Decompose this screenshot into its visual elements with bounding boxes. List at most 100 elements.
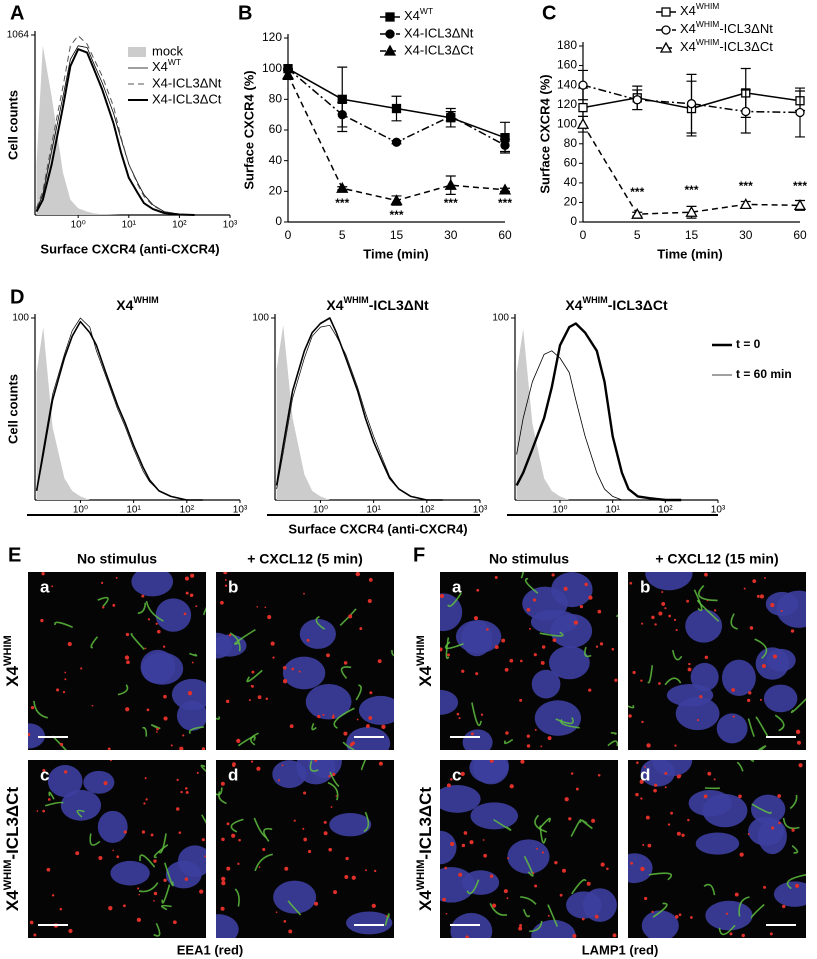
red-stain xyxy=(223,572,228,575)
red-stain xyxy=(489,760,494,763)
membrane-stain xyxy=(555,717,574,725)
nucleus xyxy=(282,656,326,690)
red-stain xyxy=(748,691,752,695)
red-stain xyxy=(586,881,591,886)
series-line xyxy=(36,45,195,216)
red-stain xyxy=(170,744,173,747)
membrane-stain xyxy=(130,633,145,651)
panel-label: A xyxy=(10,2,24,24)
red-stain xyxy=(778,821,781,825)
red-stain xyxy=(356,718,359,721)
nucleus xyxy=(566,891,602,919)
red-stain xyxy=(156,629,161,634)
y-tick-label: 40 xyxy=(269,153,283,167)
legend-label: X4WT xyxy=(404,6,433,23)
red-stain xyxy=(503,889,508,894)
red-stain xyxy=(314,760,318,762)
red-stain xyxy=(317,714,321,719)
nucleus xyxy=(690,662,719,692)
red-stain xyxy=(520,760,525,764)
x-tick-label: 10⁰ xyxy=(552,505,567,516)
membrane-stain xyxy=(503,738,514,745)
red-stain xyxy=(518,926,523,931)
y-tick-label: 60 xyxy=(269,122,283,136)
series-line xyxy=(36,35,195,216)
red-stain xyxy=(483,853,487,858)
red-stain xyxy=(126,660,130,665)
membrane-stain xyxy=(671,649,683,661)
red-stain xyxy=(46,867,51,872)
red-stain xyxy=(187,691,193,696)
x-axis-label: Time (min) xyxy=(657,246,723,261)
membrane-stain xyxy=(758,745,767,750)
red-stain xyxy=(681,833,685,837)
red-stain xyxy=(163,645,166,648)
red-stain xyxy=(591,818,596,823)
membrane-stain xyxy=(263,827,273,842)
red-stain xyxy=(763,576,766,579)
membrane-stain xyxy=(202,606,206,616)
red-stain xyxy=(534,728,537,731)
membrane-stain xyxy=(44,801,64,807)
membrane-stain xyxy=(253,817,267,839)
red-stain xyxy=(475,672,479,676)
membrane-stain xyxy=(161,884,171,904)
red-stain xyxy=(651,910,654,913)
red-stain xyxy=(179,746,184,750)
micrograph: d xyxy=(216,760,394,938)
red-stain xyxy=(575,787,579,791)
y-axis-label: Surface CXCR4 (%) xyxy=(241,70,256,189)
membrane-stain xyxy=(254,853,273,872)
y-tick-label: 40 xyxy=(564,175,578,189)
panel-label: F xyxy=(413,544,425,566)
red-stain xyxy=(572,933,577,938)
marker xyxy=(444,178,457,190)
red-stain xyxy=(36,810,39,812)
red-stain xyxy=(661,601,666,606)
marker xyxy=(498,183,512,195)
red-stain xyxy=(597,774,601,777)
x-tick-label: 10¹ xyxy=(122,220,137,231)
red-stain xyxy=(371,903,376,908)
nucleus xyxy=(305,683,352,720)
membrane-stain xyxy=(329,771,340,787)
red-stain xyxy=(752,579,757,583)
red-stain xyxy=(195,605,198,608)
membrane-stain xyxy=(571,878,587,895)
significance: *** xyxy=(444,196,458,210)
red-stain xyxy=(277,779,280,782)
membrane-stain xyxy=(218,791,227,805)
red-stain xyxy=(741,933,745,938)
red-stain xyxy=(564,797,569,802)
red-stain xyxy=(153,859,157,863)
red-stain xyxy=(40,618,44,623)
red-stain xyxy=(199,889,204,894)
red-stain xyxy=(444,866,448,870)
red-stain xyxy=(68,928,73,934)
membrane-stain xyxy=(200,764,206,773)
row-label: X4WHIM xyxy=(2,635,23,686)
legend-label: X4-ICL3ΔCt xyxy=(152,91,222,106)
membrane-stain xyxy=(311,723,317,731)
red-stain xyxy=(328,847,333,852)
nucleus xyxy=(645,572,693,591)
marker xyxy=(685,205,698,217)
x-tick-label: 10⁰ xyxy=(313,505,328,516)
red-stain xyxy=(156,731,158,733)
red-stain xyxy=(64,671,67,674)
marker xyxy=(578,80,588,90)
red-stain xyxy=(734,892,739,897)
y-tick-label: 160 xyxy=(557,58,577,72)
membrane-stain xyxy=(570,819,582,837)
marker xyxy=(390,194,403,206)
marker xyxy=(500,140,510,150)
red-stain xyxy=(262,847,266,852)
red-stain xyxy=(115,576,118,579)
red-stain xyxy=(551,573,555,577)
marker xyxy=(793,199,807,211)
image-label: d xyxy=(228,765,238,784)
legend-label: X4WHIM-ICL3ΔCt xyxy=(680,37,773,54)
nucleus xyxy=(763,684,798,713)
nucleus xyxy=(507,839,550,874)
red-stain xyxy=(80,667,83,670)
